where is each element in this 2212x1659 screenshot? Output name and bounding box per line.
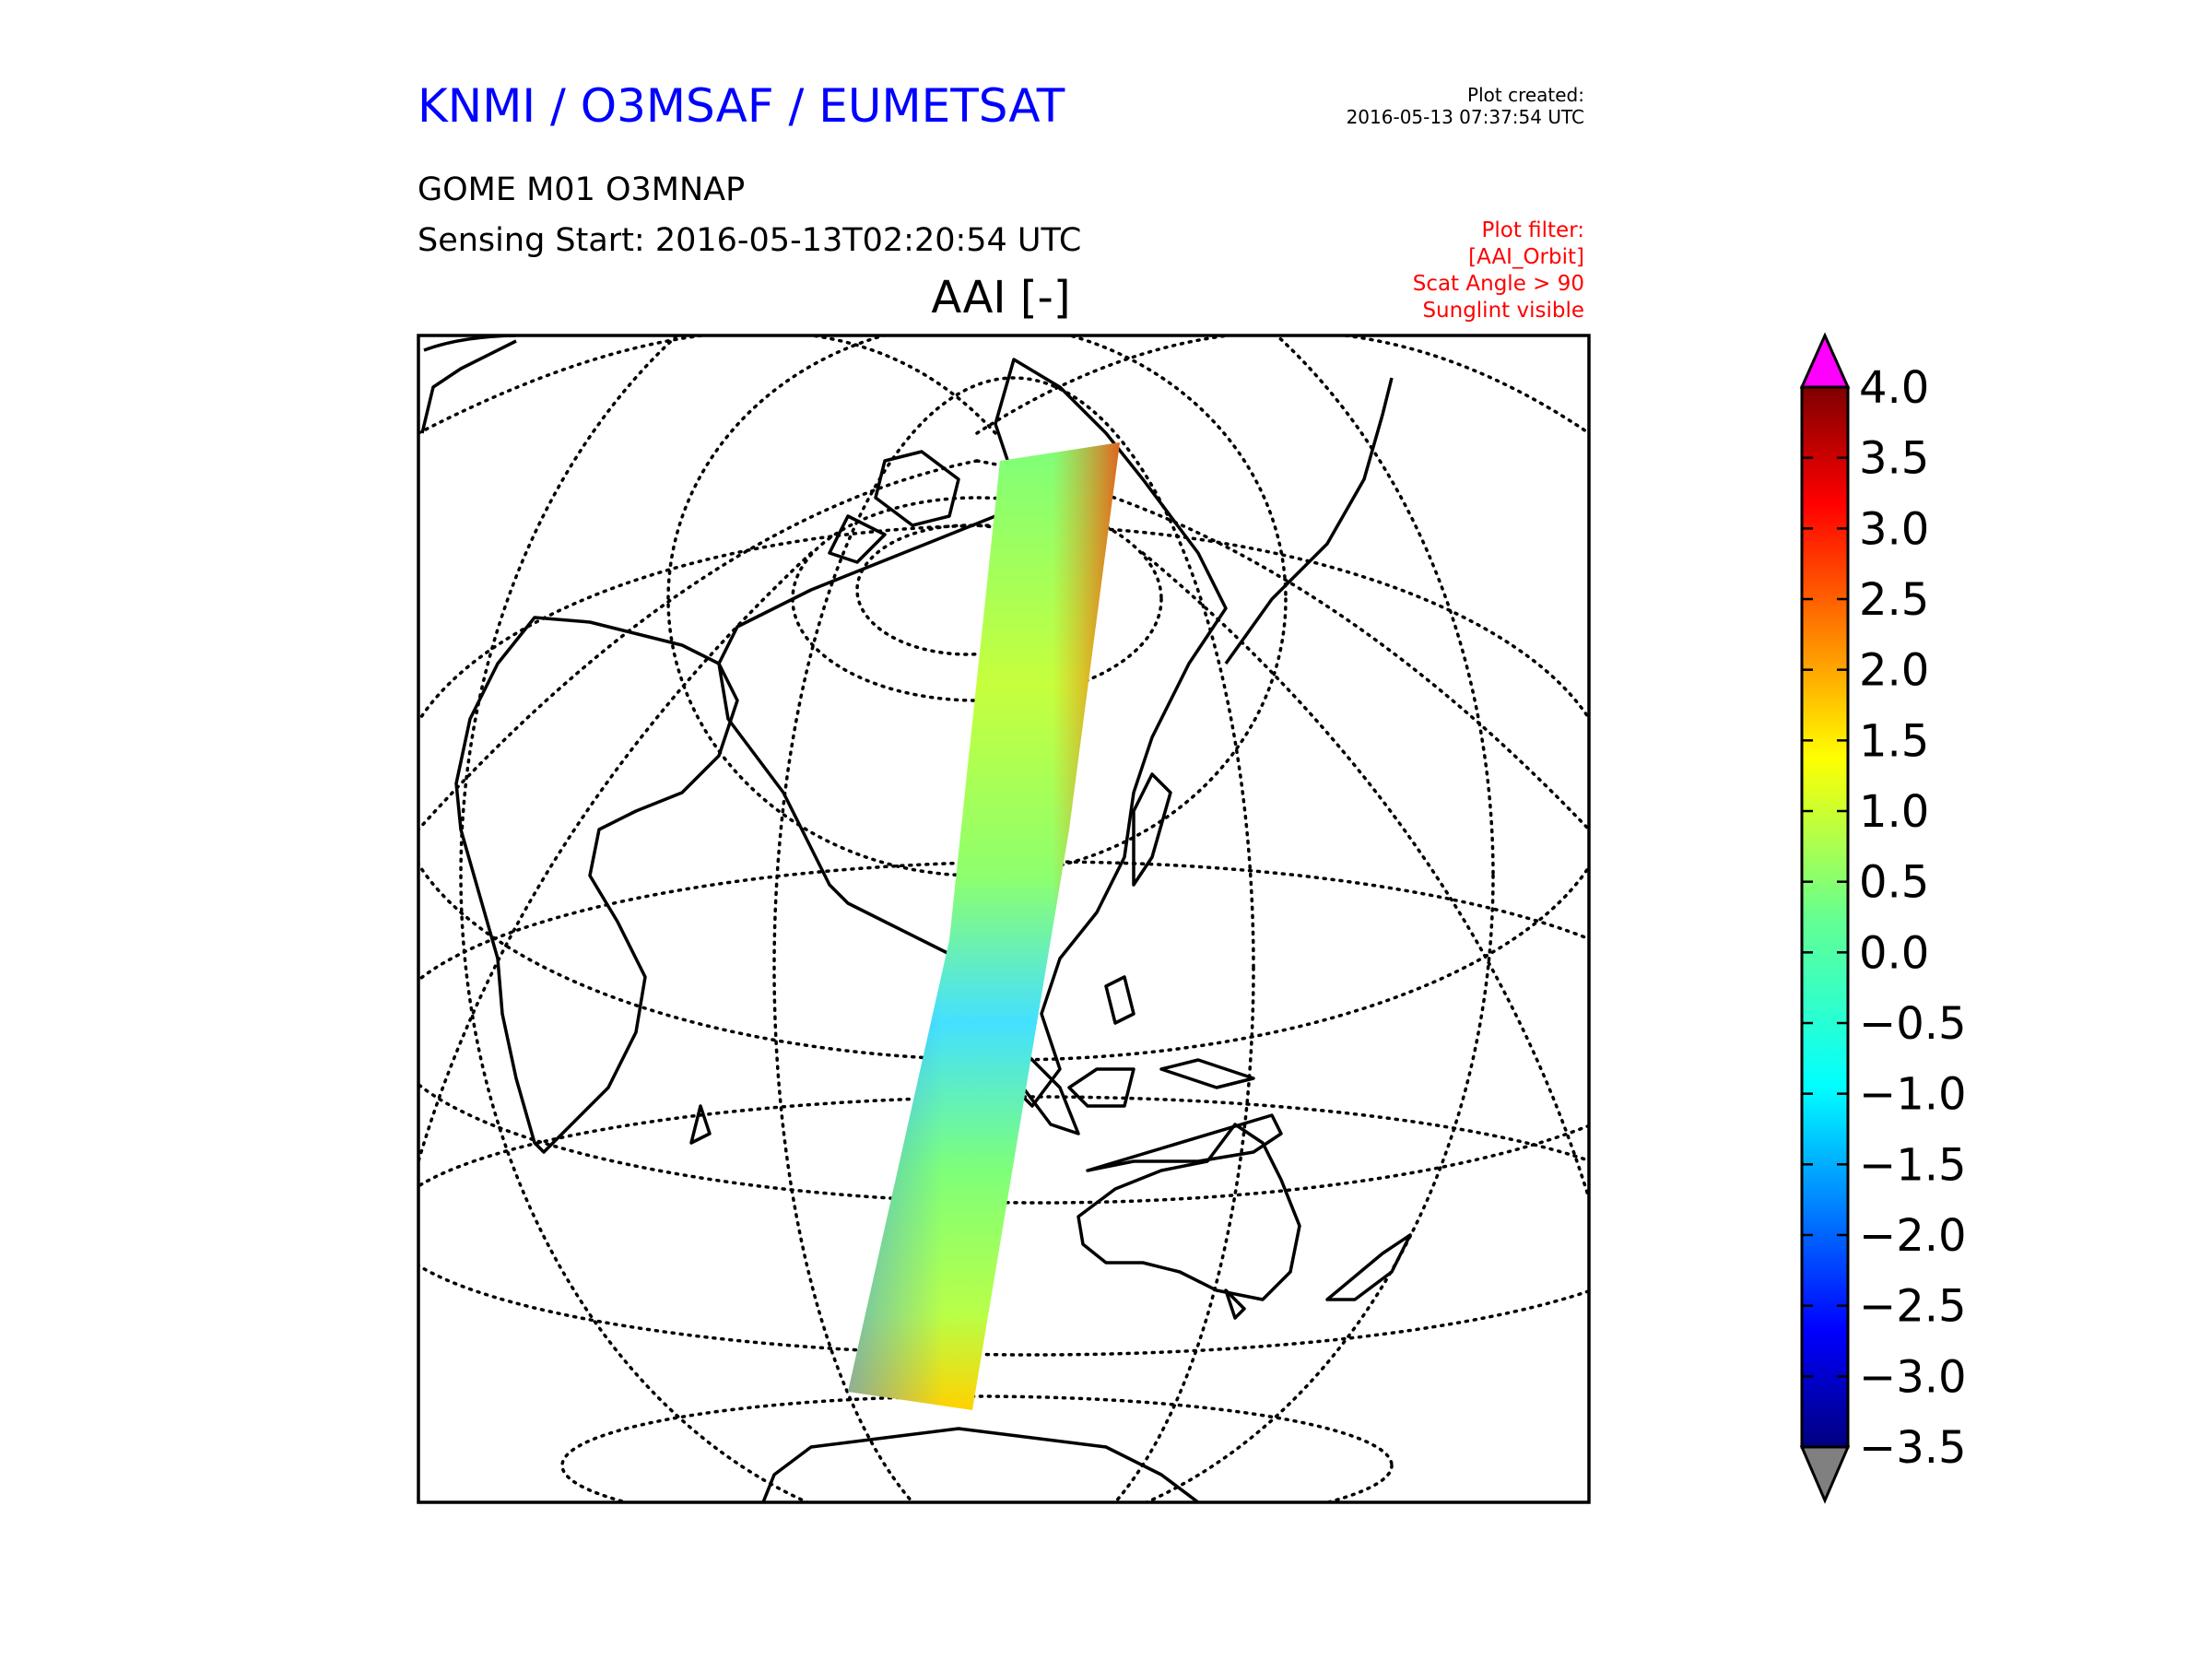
colorbar-ticks: 4.0 3.5 3.0 2.5 2.0 1.5 1.0 0.5 0.0 −0.5 −1.0 −1.5 −… [1802, 362, 1967, 1474]
map-area [418, 335, 1589, 1502]
colorbar: 4.0 3.5 3.0 2.5 2.0 1.5 1.0 0.5 0.0 −0.5 −1.0 −1.5 −… [1799, 332, 1967, 1504]
colorbar-tick-label: 4.0 [1859, 362, 1929, 414]
plot-filter-info: Plot filter: [AAI_Orbit] Scat Angle > 90… [1413, 218, 1584, 324]
plot-filter-line: Sunglint visible [1422, 299, 1584, 323]
colorbar-tick-label: 3.5 [1859, 433, 1929, 485]
plot-created-time: 2016-05-13 07:37:54 UTC [1346, 106, 1584, 128]
plot-created-label: Plot created: [1467, 84, 1584, 106]
colorbar-over-range [1799, 332, 1851, 389]
colorbar-tick-label: 0.0 [1859, 927, 1929, 979]
colorbar-tick-label: 1.5 [1859, 715, 1929, 767]
map-frame [417, 334, 1591, 1504]
product-name: GOME M01 O3MNAP [418, 171, 746, 208]
map-title: AAI [-] [931, 272, 1071, 324]
colorbar-tick-label: −1.0 [1859, 1069, 1967, 1121]
colorbar-tick-label: 1.0 [1859, 786, 1929, 838]
orbit-swath [848, 442, 1120, 1410]
plot-created-info: Plot created: 2016-05-13 07:37:54 UTC [1347, 84, 1584, 128]
colorbar-tick-label: 2.0 [1859, 645, 1929, 697]
colorbar-tick-label: 2.5 [1859, 574, 1929, 626]
colorbar-tick-label: −2.5 [1859, 1281, 1967, 1333]
plot-filter-line: Scat Angle > 90 [1412, 272, 1584, 296]
colorbar-body [1800, 385, 1850, 1449]
organization-title: KNMI / O3MSAF / EUMETSAT [418, 79, 1065, 133]
colorbar-under-range [1799, 1445, 1851, 1504]
colorbar-tick-label: −0.5 [1859, 998, 1967, 1050]
colorbar-tick-label: 3.0 [1859, 503, 1929, 555]
colorbar-tick-label: −3.5 [1859, 1422, 1967, 1474]
colorbar-tick-label: 0.5 [1859, 857, 1929, 909]
plot-filter-label: Plot filter: [1481, 218, 1584, 242]
sensing-start: Sensing Start: 2016-05-13T02:20:54 UTC [418, 222, 1082, 259]
colorbar-tick-label: −1.5 [1859, 1139, 1967, 1191]
colorbar-tick-label: −3.0 [1859, 1351, 1967, 1403]
plot-filter-line: [AAI_Orbit] [1468, 245, 1584, 269]
colorbar-tick-label: −2.0 [1859, 1210, 1967, 1262]
